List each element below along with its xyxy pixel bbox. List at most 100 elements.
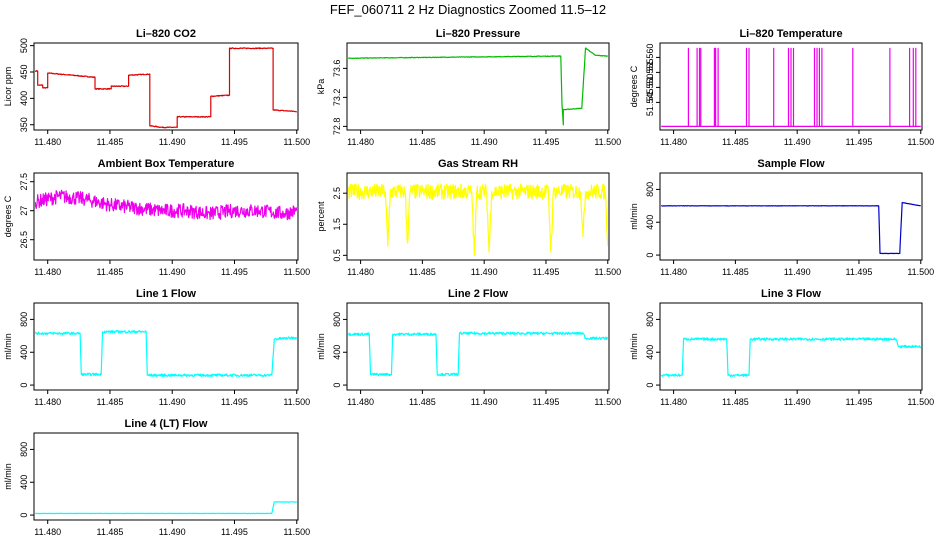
x-tick-label: 11.480 — [34, 397, 61, 407]
chart-panel: Li–820 Pressure 11.480 11.485 11.490 11.495 1… — [316, 28, 621, 147]
x-tick-label: 11.490 — [784, 137, 811, 147]
y-tick-label: 51.560 — [645, 44, 655, 72]
y-tick-label: 73.6 — [332, 60, 342, 78]
x-tick-label: 11.480 — [347, 267, 374, 277]
y-tick-label: 0 — [645, 383, 655, 388]
chart-panel: Li–820 CO2 11.480 11.485 11.490 11.495 11.500… — [3, 28, 310, 147]
series-line — [348, 331, 608, 377]
y-tick-label: 73.2 — [332, 89, 342, 107]
plot-frame — [346, 302, 610, 391]
plot-frame — [346, 42, 610, 131]
x-tick-label: 11.500 — [907, 137, 934, 147]
y-tick-label: 400 — [645, 345, 655, 360]
x-tick-label: 11.480 — [347, 137, 374, 147]
x-tick-label: 11.485 — [97, 527, 124, 537]
chart-panel: Line 3 Flow 11.480 11.485 11.490 11.495 11.50… — [629, 288, 934, 407]
x-tick-label: 11.485 — [722, 397, 749, 407]
plot-frame — [33, 42, 299, 131]
x-tick-label: 11.490 — [784, 397, 811, 407]
x-tick-label: 11.495 — [846, 397, 873, 407]
y-tick-label: 1.5 — [332, 218, 342, 231]
x-tick-label: 11.480 — [660, 267, 687, 277]
y-axis-label: ml/min — [3, 333, 13, 360]
y-tick-label: 2.5 — [332, 187, 342, 200]
x-tick-label: 11.495 — [221, 137, 248, 147]
plot-frame — [659, 42, 923, 131]
x-tick-label: 11.500 — [283, 397, 310, 407]
y-tick-label: 800 — [645, 312, 655, 327]
chart-title: Line 3 Flow — [761, 288, 821, 300]
x-tick-label: 11.500 — [283, 137, 310, 147]
x-tick-label: 11.495 — [533, 267, 560, 277]
x-tick-label: 11.485 — [409, 137, 436, 147]
x-tick-label: 11.495 — [846, 137, 873, 147]
y-axis-label: ml/min — [629, 333, 639, 360]
y-axis-label: ml/min — [316, 333, 326, 360]
x-tick-label: 11.485 — [409, 397, 436, 407]
y-tick-label: 27 — [19, 206, 29, 216]
x-tick-label: 11.490 — [471, 267, 498, 277]
series-line — [661, 47, 921, 127]
chart-panels: Li–820 CO2 11.480 11.485 11.490 11.495 11.500… — [3, 28, 934, 537]
x-tick-label: 11.480 — [660, 137, 687, 147]
chart-panel: Li–820 Temperature 11.480 11.485 11.490 11.4… — [629, 28, 934, 147]
x-tick-label: 11.495 — [221, 527, 248, 537]
y-axis-label: percent — [316, 201, 326, 232]
y-tick-label: 800 — [19, 312, 29, 327]
x-tick-label: 11.480 — [347, 397, 374, 407]
x-tick-label: 11.500 — [594, 397, 621, 407]
y-tick-label: 0 — [332, 383, 342, 388]
chart-title: Li–820 Temperature — [739, 28, 842, 40]
chart-panel: Line 2 Flow 11.480 11.485 11.490 11.495 11.50… — [316, 288, 621, 407]
y-axis-label: ml/min — [3, 463, 13, 490]
y-tick-label: 27.5 — [19, 173, 29, 191]
x-tick-label: 11.500 — [283, 267, 310, 277]
x-tick-label: 11.490 — [159, 527, 186, 537]
x-tick-label: 11.480 — [34, 527, 61, 537]
y-tick-label: 51.555 — [645, 59, 655, 87]
chart-title: Line 4 (LT) Flow — [125, 418, 208, 430]
chart-panel: Line 1 Flow 11.480 11.485 11.490 11.495 11.50… — [3, 288, 310, 407]
chart-title: Ambient Box Temperature — [98, 158, 235, 170]
plot-frame — [33, 432, 299, 521]
y-tick-label: 0 — [19, 513, 29, 518]
figure-title: FEF_060711 2 Hz Diagnostics Zoomed 11.5–… — [330, 2, 606, 17]
x-tick-label: 11.480 — [660, 397, 687, 407]
x-tick-label: 11.500 — [283, 527, 310, 537]
chart-panel: Sample Flow 11.480 11.485 11.490 11.495 11.50… — [629, 158, 934, 277]
y-tick-label: 51.545 — [645, 89, 655, 117]
x-tick-label: 11.480 — [34, 267, 61, 277]
x-tick-label: 11.485 — [722, 267, 749, 277]
x-tick-label: 11.485 — [722, 137, 749, 147]
series-line — [35, 189, 297, 221]
series-line — [348, 183, 608, 256]
x-tick-label: 11.500 — [907, 397, 934, 407]
x-tick-label: 11.500 — [594, 137, 621, 147]
series-line — [35, 47, 297, 129]
plot-frame — [33, 302, 299, 391]
chart-title: Line 2 Flow — [448, 288, 508, 300]
y-tick-label: 400 — [645, 215, 655, 230]
y-tick-label: 350 — [19, 117, 29, 132]
y-tick-label: 400 — [19, 345, 29, 360]
chart-title: Sample Flow — [757, 158, 825, 170]
y-axis-label: degrees C — [3, 195, 13, 237]
x-tick-label: 11.485 — [97, 397, 124, 407]
plot-frame — [346, 172, 610, 261]
y-axis-label: Licor ppm — [3, 67, 13, 107]
y-tick-label: 800 — [19, 442, 29, 457]
x-tick-label: 11.485 — [409, 267, 436, 277]
series-line — [348, 47, 608, 126]
x-tick-label: 11.490 — [159, 397, 186, 407]
x-tick-label: 11.485 — [97, 267, 124, 277]
y-tick-label: 400 — [332, 345, 342, 360]
y-tick-label: 500 — [19, 38, 29, 53]
series-line — [661, 201, 921, 255]
y-axis-label: degrees C — [629, 65, 639, 107]
x-tick-label: 11.495 — [221, 267, 248, 277]
x-tick-label: 11.490 — [784, 267, 811, 277]
x-tick-label: 11.495 — [533, 137, 560, 147]
chart-title: Li–820 Pressure — [436, 28, 520, 40]
y-tick-label: 400 — [19, 475, 29, 490]
y-tick-label: 0 — [645, 253, 655, 258]
